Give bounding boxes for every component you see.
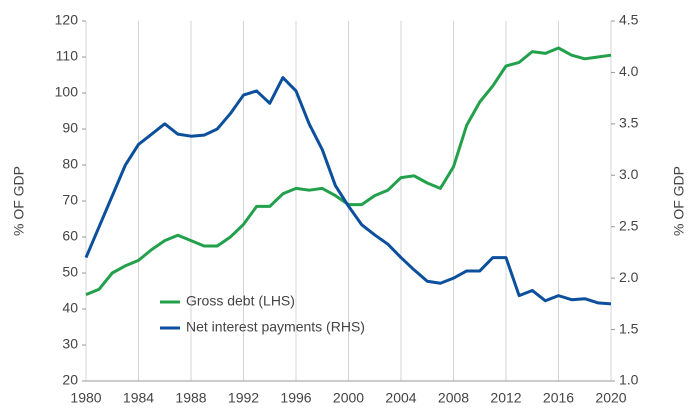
y2-tick-label: 3.0 <box>619 166 639 182</box>
y-tick-label: 90 <box>62 120 78 136</box>
y2-tick-label: 1.5 <box>619 320 639 336</box>
x-tick-label: 1984 <box>123 390 154 406</box>
x-tick-label: 2008 <box>438 390 469 406</box>
x-tick-label: 2012 <box>490 390 521 406</box>
y-axis-label: % OF GDP <box>11 166 27 236</box>
y-tick-label: 60 <box>62 228 78 244</box>
legend-label: Net interest payments (RHS) <box>186 319 365 335</box>
x-tick-label: 2004 <box>385 390 416 406</box>
y-tick-label: 100 <box>55 84 79 100</box>
x-tick-label: 1980 <box>70 390 101 406</box>
series-line <box>84 76 612 306</box>
y2-tick-label: 1.0 <box>619 372 639 388</box>
legend-label: Gross debt (LHS) <box>186 293 295 309</box>
y-tick-label: 40 <box>62 300 78 316</box>
y2-tick-label: 3.5 <box>619 115 639 131</box>
x-tick-label: 2020 <box>595 390 626 406</box>
x-tick-label: 2000 <box>333 390 364 406</box>
x-tick-label: 1992 <box>228 390 259 406</box>
y-tick-label: 20 <box>62 372 78 388</box>
y2-tick-label: 2.5 <box>619 217 639 233</box>
y2-tick-label: 2.0 <box>619 269 639 285</box>
y-tick-label: 70 <box>62 192 78 208</box>
y-tick-label: 30 <box>62 336 78 352</box>
y2-tick-label: 4.0 <box>619 63 639 79</box>
y-tick-label: 110 <box>56 48 79 64</box>
y-tick-label: 120 <box>55 12 79 28</box>
x-tick-label: 1988 <box>175 390 206 406</box>
x-tick-label: 1996 <box>280 390 311 406</box>
y-tick-label: 50 <box>62 264 78 280</box>
y-tick-label: 80 <box>62 156 78 172</box>
y2-tick-label: 4.5 <box>619 12 639 28</box>
y2-axis-label: % OF GDP <box>671 166 687 236</box>
x-tick-label: 2016 <box>543 390 574 406</box>
